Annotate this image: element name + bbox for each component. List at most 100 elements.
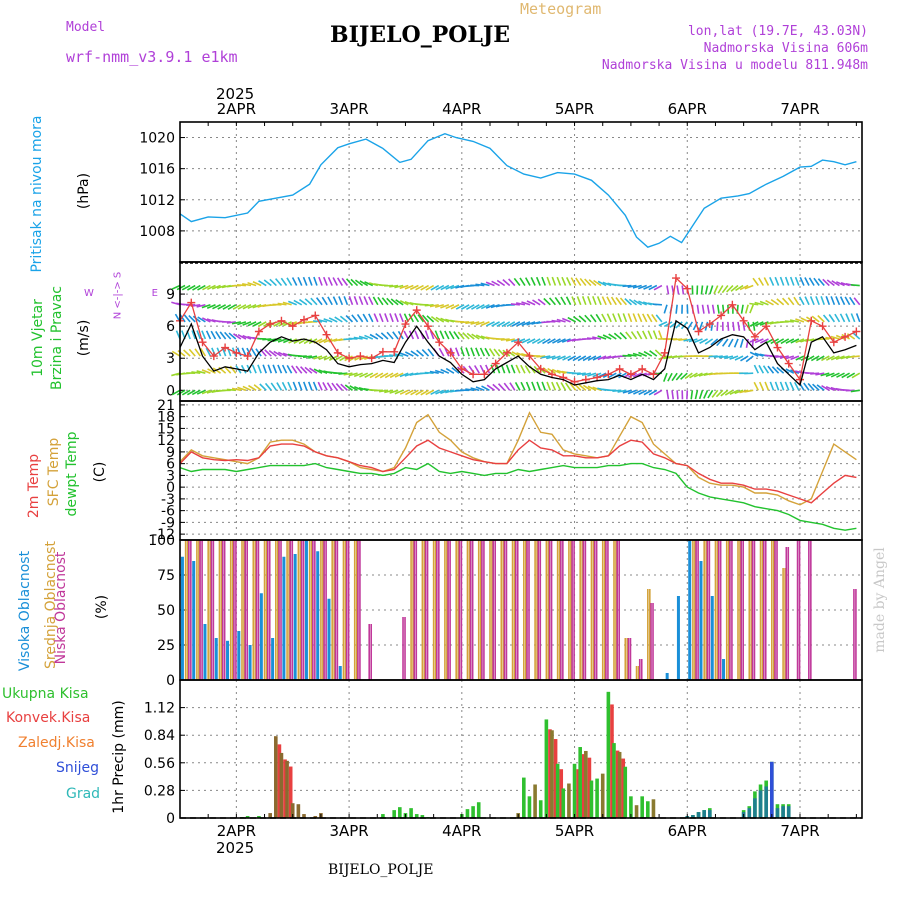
wind-arrow bbox=[273, 350, 282, 357]
wind-arrow bbox=[181, 284, 191, 291]
wind-arrow bbox=[496, 279, 506, 287]
wind-arrow bbox=[315, 297, 323, 306]
wind-arrow bbox=[291, 365, 298, 374]
wind-arrow bbox=[658, 321, 668, 327]
wind-arrow bbox=[680, 372, 688, 380]
footer-station: BIJELO_POLJE bbox=[328, 862, 434, 878]
wind-arrow bbox=[237, 333, 247, 340]
wind-arrow bbox=[551, 276, 557, 286]
wind-arrow bbox=[236, 283, 247, 287]
y-tick-label: 1.12 bbox=[144, 701, 175, 717]
y-tick-label: 1020 bbox=[139, 131, 175, 147]
wind-arrow bbox=[698, 390, 704, 400]
wind-arrow bbox=[784, 381, 790, 391]
wind-arrow bbox=[435, 389, 445, 395]
wind-arrow bbox=[205, 347, 212, 357]
wind-arrow bbox=[561, 317, 571, 323]
wind-arrow bbox=[471, 304, 480, 310]
wind-arrow bbox=[280, 277, 288, 286]
wind-arrow bbox=[345, 278, 354, 287]
wind-arrow bbox=[364, 334, 374, 340]
precip-total-bar bbox=[612, 743, 616, 818]
wind-arrow bbox=[252, 281, 262, 287]
year-top: 2025 bbox=[216, 85, 255, 103]
wind-arrow bbox=[617, 313, 623, 323]
lonlat-text: lon,lat (19.7E, 43.03N) bbox=[687, 24, 868, 39]
wind-arrow bbox=[247, 304, 257, 310]
precip-total-bar bbox=[544, 719, 549, 818]
wind-arrow bbox=[318, 355, 328, 361]
wind-arrow bbox=[258, 280, 267, 287]
precip-total-bar bbox=[595, 778, 599, 818]
wind-arrow bbox=[293, 299, 303, 306]
wind-arrow bbox=[716, 321, 719, 331]
wind-arrow bbox=[653, 284, 663, 291]
wind-arrow bbox=[515, 302, 526, 306]
wind-arrow bbox=[509, 382, 516, 391]
wind-arrow bbox=[671, 372, 678, 382]
wind-arrow bbox=[248, 384, 257, 391]
x-tick-label-top: 7APR bbox=[780, 100, 819, 118]
wind-arrow bbox=[744, 304, 749, 314]
wind-arrow bbox=[262, 364, 267, 374]
wind-arrow bbox=[336, 277, 344, 286]
wind-arrow bbox=[804, 296, 810, 306]
wind-arrow bbox=[548, 297, 556, 306]
wind-arrow bbox=[541, 355, 551, 359]
wind-gust-marker bbox=[818, 322, 827, 331]
wind-gust-marker bbox=[525, 352, 534, 361]
wind-arrow bbox=[496, 321, 506, 328]
wind-arrow bbox=[310, 297, 318, 306]
wind-arrow bbox=[465, 321, 475, 325]
x-tick-label-bottom: 6APR bbox=[668, 822, 707, 840]
wind-arrow bbox=[531, 381, 536, 391]
wind-arrow bbox=[394, 372, 404, 378]
wind-arrow bbox=[671, 390, 675, 400]
precip-total-bar bbox=[578, 747, 582, 818]
wind-arrow bbox=[348, 372, 358, 377]
wind-arrow bbox=[430, 389, 440, 396]
wind-arrow bbox=[825, 385, 835, 392]
wind-arrow bbox=[480, 321, 490, 327]
precip-conv-bar bbox=[581, 754, 586, 818]
wind-arrow bbox=[497, 383, 506, 391]
wind-gust-marker bbox=[660, 348, 669, 357]
year-bottom: 2025 bbox=[216, 839, 255, 857]
wind-arrow bbox=[652, 303, 662, 306]
wind-arrow bbox=[297, 276, 303, 286]
wind-arrow bbox=[711, 304, 715, 314]
wind-arrow bbox=[389, 389, 399, 394]
wind-arrow bbox=[481, 385, 490, 392]
wind-arrow bbox=[521, 301, 531, 306]
wind-arrow bbox=[308, 355, 318, 359]
precip-legend-snow: Snijeg bbox=[56, 760, 100, 776]
wind-arrow bbox=[825, 336, 835, 340]
wind-gust-marker bbox=[412, 306, 421, 315]
wind-arrow bbox=[537, 298, 546, 306]
wind-arrow bbox=[364, 372, 374, 378]
wind-arrow bbox=[455, 347, 460, 357]
wind-arrow bbox=[826, 279, 835, 287]
wind-arrow bbox=[699, 338, 708, 344]
wind-arrow bbox=[232, 304, 242, 310]
wind-arrow bbox=[676, 285, 680, 295]
wind-gust-marker bbox=[187, 298, 196, 307]
wind-arrow bbox=[649, 350, 658, 357]
wind-gust-marker bbox=[345, 354, 354, 363]
wind-arrow bbox=[183, 314, 191, 323]
wind-arrow bbox=[372, 296, 379, 306]
wind-arrow bbox=[399, 300, 409, 306]
wind-arrow bbox=[323, 276, 328, 286]
wind-arrow bbox=[470, 321, 480, 325]
wind-arrow bbox=[774, 276, 780, 286]
wind-arrow bbox=[749, 302, 759, 306]
wind-arrow bbox=[490, 304, 500, 309]
wind-arrow bbox=[350, 278, 359, 287]
wind-arrow bbox=[466, 332, 475, 340]
wind-arrow bbox=[440, 368, 450, 374]
wind-arrow bbox=[577, 355, 587, 362]
station-title: BIJELO_POLJE bbox=[330, 22, 511, 48]
wind-arrow bbox=[707, 389, 714, 399]
precip-total-bar bbox=[522, 777, 526, 818]
